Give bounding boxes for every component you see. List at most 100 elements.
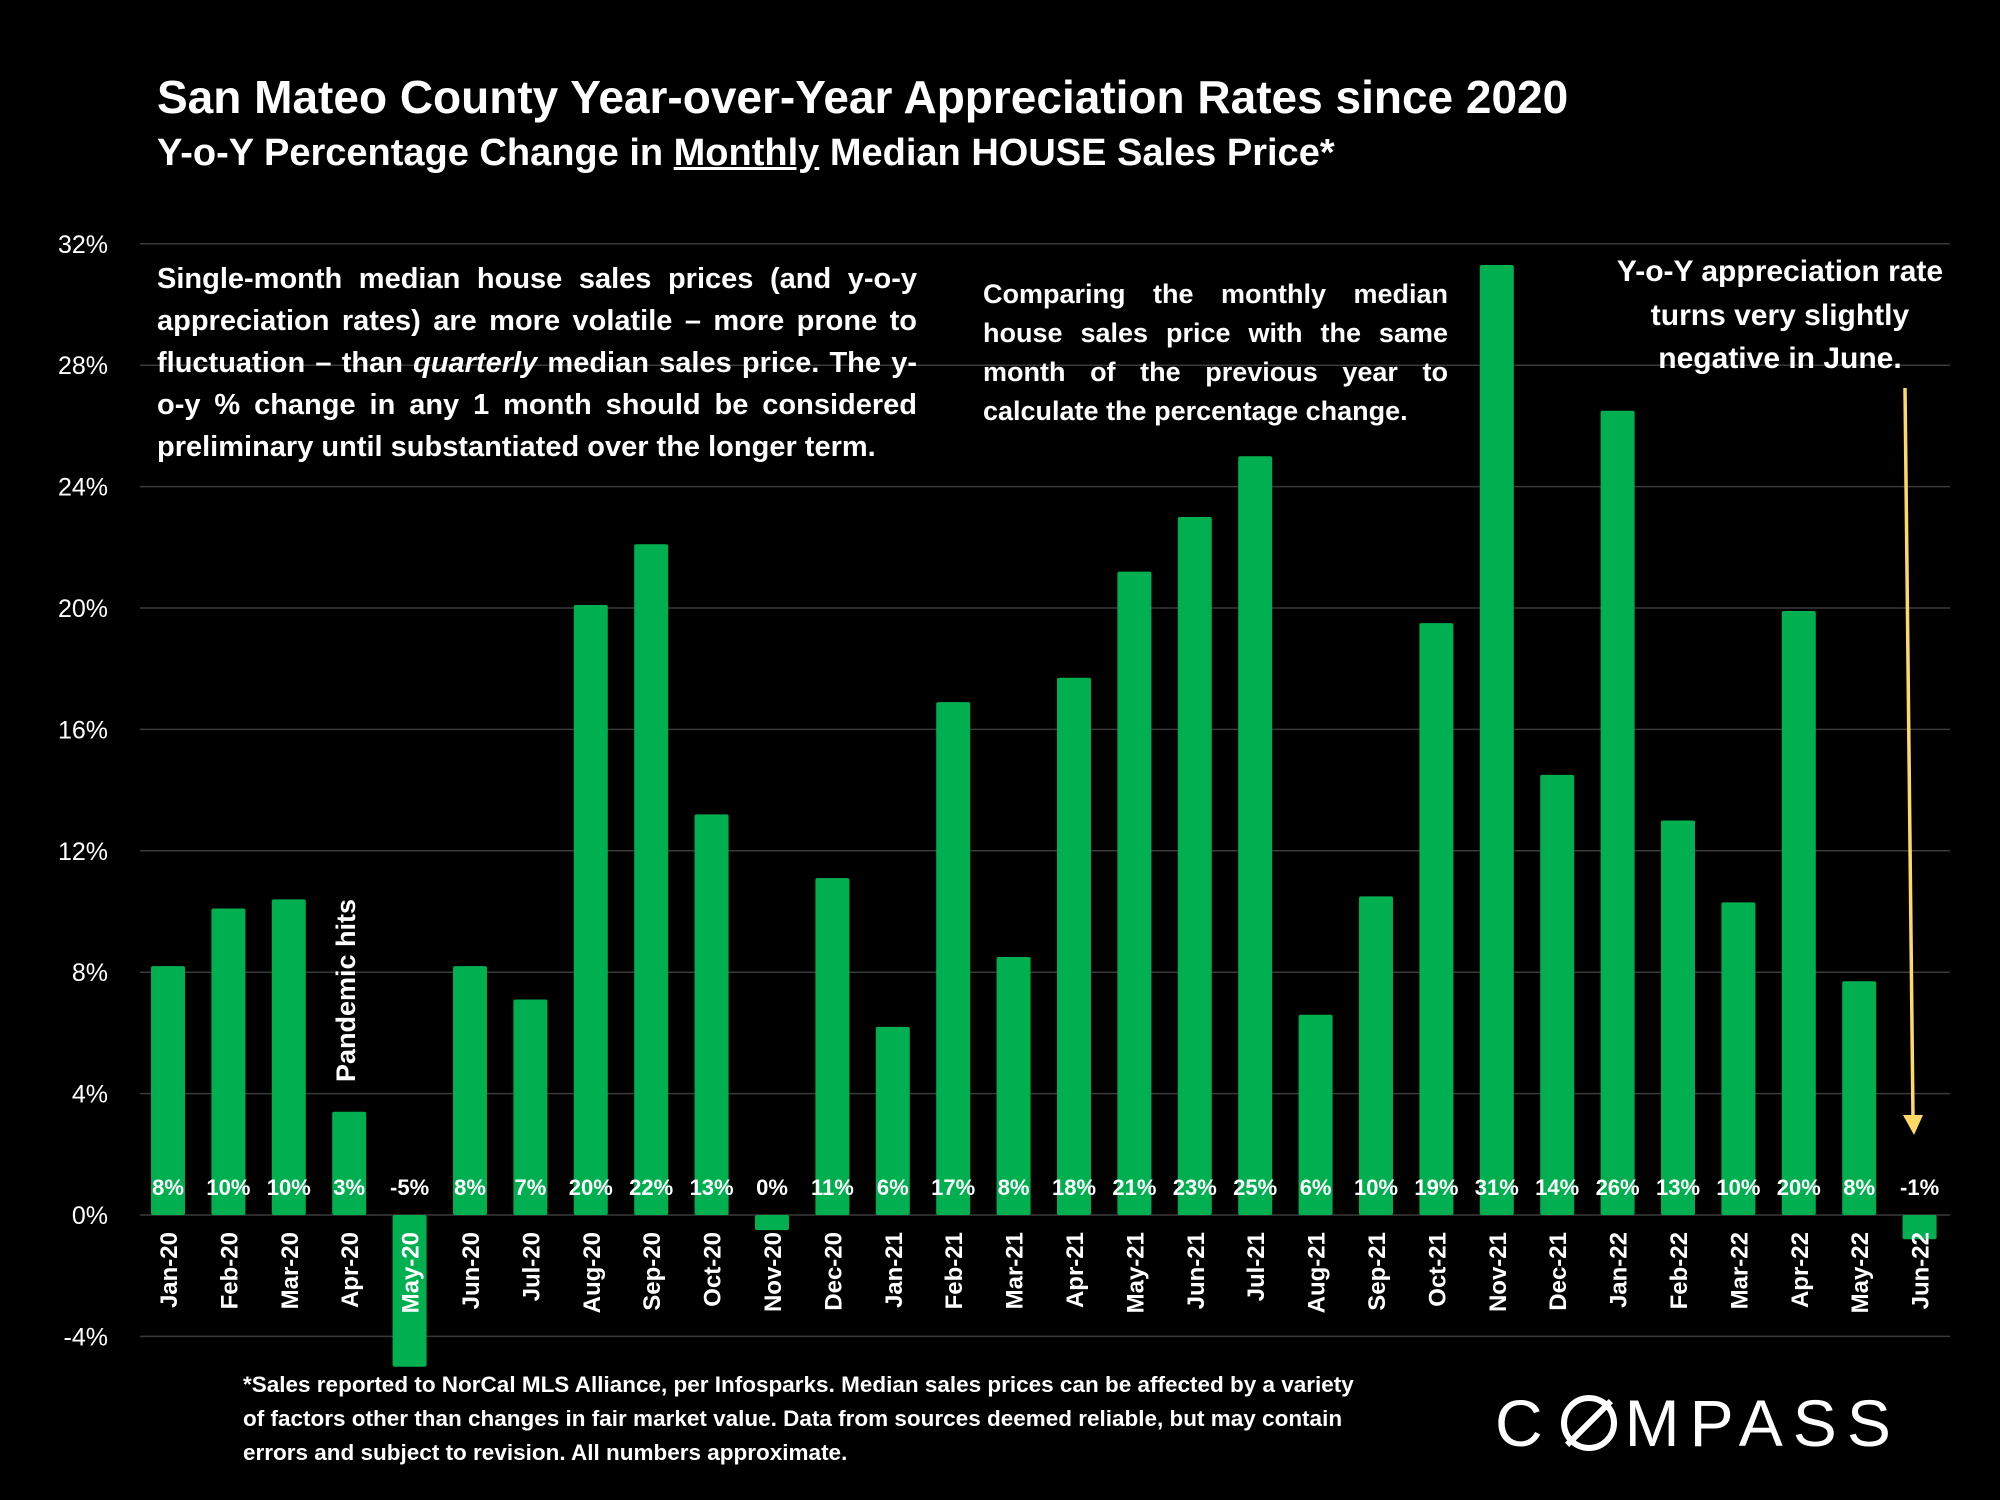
bar [211, 908, 246, 1215]
bar [936, 702, 971, 1215]
x-tick-label: Apr-20 [337, 1232, 364, 1308]
chart-subtitle: Y-o-Y Percentage Change in Monthly Media… [157, 132, 1335, 175]
data-label: 0% [756, 1175, 788, 1200]
data-label: 23% [1173, 1175, 1217, 1200]
bar [996, 957, 1031, 1215]
data-label: 25% [1233, 1175, 1277, 1200]
data-label: 8% [998, 1175, 1030, 1200]
bar [1661, 820, 1695, 1215]
data-label: 7% [515, 1175, 547, 1200]
volatility-note-part1: Single-month median house sales prices (… [157, 263, 917, 380]
x-tick-label: Sep-21 [1364, 1232, 1391, 1311]
bar [573, 604, 608, 1215]
y-tick-label: 4% [72, 1081, 108, 1109]
data-label: 22% [629, 1175, 673, 1200]
logo-text-end: MPASS [1624, 1386, 1901, 1460]
footnote: *Sales reported to NorCal MLS Alliance, … [243, 1372, 1354, 1465]
bar [634, 544, 669, 1215]
bar [1117, 571, 1152, 1215]
data-label: 14% [1535, 1175, 1579, 1200]
callout-arrow-line [1903, 387, 1915, 1119]
data-label: 13% [1656, 1175, 1700, 1200]
x-tick-label: Oct-21 [1424, 1232, 1451, 1307]
bar [1419, 623, 1454, 1215]
x-tick-label: Feb-22 [1666, 1232, 1693, 1309]
bar [1781, 611, 1816, 1215]
y-tick-label: 12% [58, 838, 108, 866]
data-label: 26% [1596, 1175, 1640, 1200]
subtitle-prefix: Y-o-Y Percentage Change in [157, 132, 674, 174]
bar [1177, 516, 1212, 1215]
bar [392, 1215, 427, 1367]
x-tick-label: Jul-21 [1243, 1232, 1270, 1301]
y-tick-label: -4% [64, 1323, 108, 1351]
compass-o-icon [1560, 1395, 1617, 1451]
x-tick-label: Aug-20 [579, 1232, 606, 1313]
bar [1298, 1014, 1333, 1215]
bar [1238, 456, 1273, 1215]
x-tick-label: Apr-22 [1787, 1232, 1814, 1308]
y-tick-label: 8% [72, 959, 108, 987]
data-label: 6% [877, 1175, 909, 1200]
x-tick-label: Jun-20 [458, 1232, 485, 1309]
x-tick-label: Feb-20 [216, 1232, 243, 1309]
data-label: 21% [1112, 1175, 1156, 1200]
data-label: -1% [1900, 1175, 1939, 1200]
chart-title: San Mateo County Year-over-Year Apprecia… [157, 71, 1569, 123]
bar [332, 1111, 367, 1215]
data-label: 20% [569, 1175, 613, 1200]
y-tick-label: 28% [58, 352, 108, 380]
volatility-note: Single-month median house sales prices (… [157, 258, 917, 468]
data-label: 10% [206, 1175, 250, 1200]
x-tick-label: Dec-20 [820, 1232, 847, 1311]
method-note: Comparing the monthly median house sales… [983, 279, 1448, 427]
bar [1902, 1215, 1937, 1240]
data-label: 31% [1475, 1175, 1519, 1200]
data-label: 19% [1414, 1175, 1458, 1200]
bar [453, 966, 487, 1215]
x-tick-label: Dec-21 [1545, 1232, 1572, 1311]
data-label: 17% [931, 1175, 975, 1200]
bar [1359, 896, 1393, 1215]
pandemic-annotation: Pandemic hits [331, 899, 361, 1082]
bar [513, 999, 548, 1215]
x-tick-label: May-22 [1847, 1232, 1874, 1313]
bar [1479, 265, 1514, 1215]
bar [694, 814, 729, 1215]
subtitle-underlined: Monthly [673, 132, 820, 174]
data-label: 8% [1843, 1175, 1875, 1200]
data-label: -5% [390, 1175, 429, 1200]
x-tick-label: Jun-21 [1183, 1232, 1210, 1309]
x-tick-label: Aug-21 [1304, 1232, 1331, 1313]
bar [1057, 677, 1091, 1215]
bar [755, 1215, 789, 1231]
june-callout: Y-o-Y appreciation rate turns very sligh… [1616, 255, 1944, 375]
y-tick-label: 32% [58, 231, 108, 259]
y-tick-label: 0% [72, 1202, 108, 1230]
bar [815, 878, 850, 1215]
data-label: 20% [1777, 1175, 1821, 1200]
data-label: 10% [267, 1175, 311, 1200]
x-tick-label: Nov-20 [760, 1232, 787, 1312]
data-label: 11% [811, 1175, 854, 1200]
x-tick-label: Jan-21 [881, 1232, 908, 1308]
y-tick-label: 20% [58, 595, 108, 623]
data-label: 3% [333, 1175, 365, 1200]
logo-text-start: C [1495, 1386, 1553, 1460]
data-label: 8% [152, 1175, 184, 1200]
y-tick-label: 16% [58, 716, 108, 744]
bar [271, 899, 306, 1215]
data-label: 18% [1052, 1175, 1096, 1200]
x-tick-label: Mar-21 [1002, 1232, 1029, 1309]
x-tick-label: Apr-21 [1062, 1232, 1089, 1308]
x-tick-label: Feb-21 [941, 1232, 968, 1309]
callout-arrow-head [1903, 1115, 1923, 1135]
bar [1600, 410, 1635, 1216]
x-tick-label: Oct-20 [700, 1232, 727, 1307]
x-tick-label: May-21 [1122, 1232, 1149, 1313]
x-tick-label: Jan-20 [156, 1232, 183, 1308]
volatility-note-part2: median sales price. The y-o-y % change i… [157, 347, 917, 464]
x-tick-label: Jun-22 [1908, 1232, 1935, 1309]
x-tick-label: Sep-20 [639, 1232, 666, 1311]
bar [1842, 981, 1877, 1215]
